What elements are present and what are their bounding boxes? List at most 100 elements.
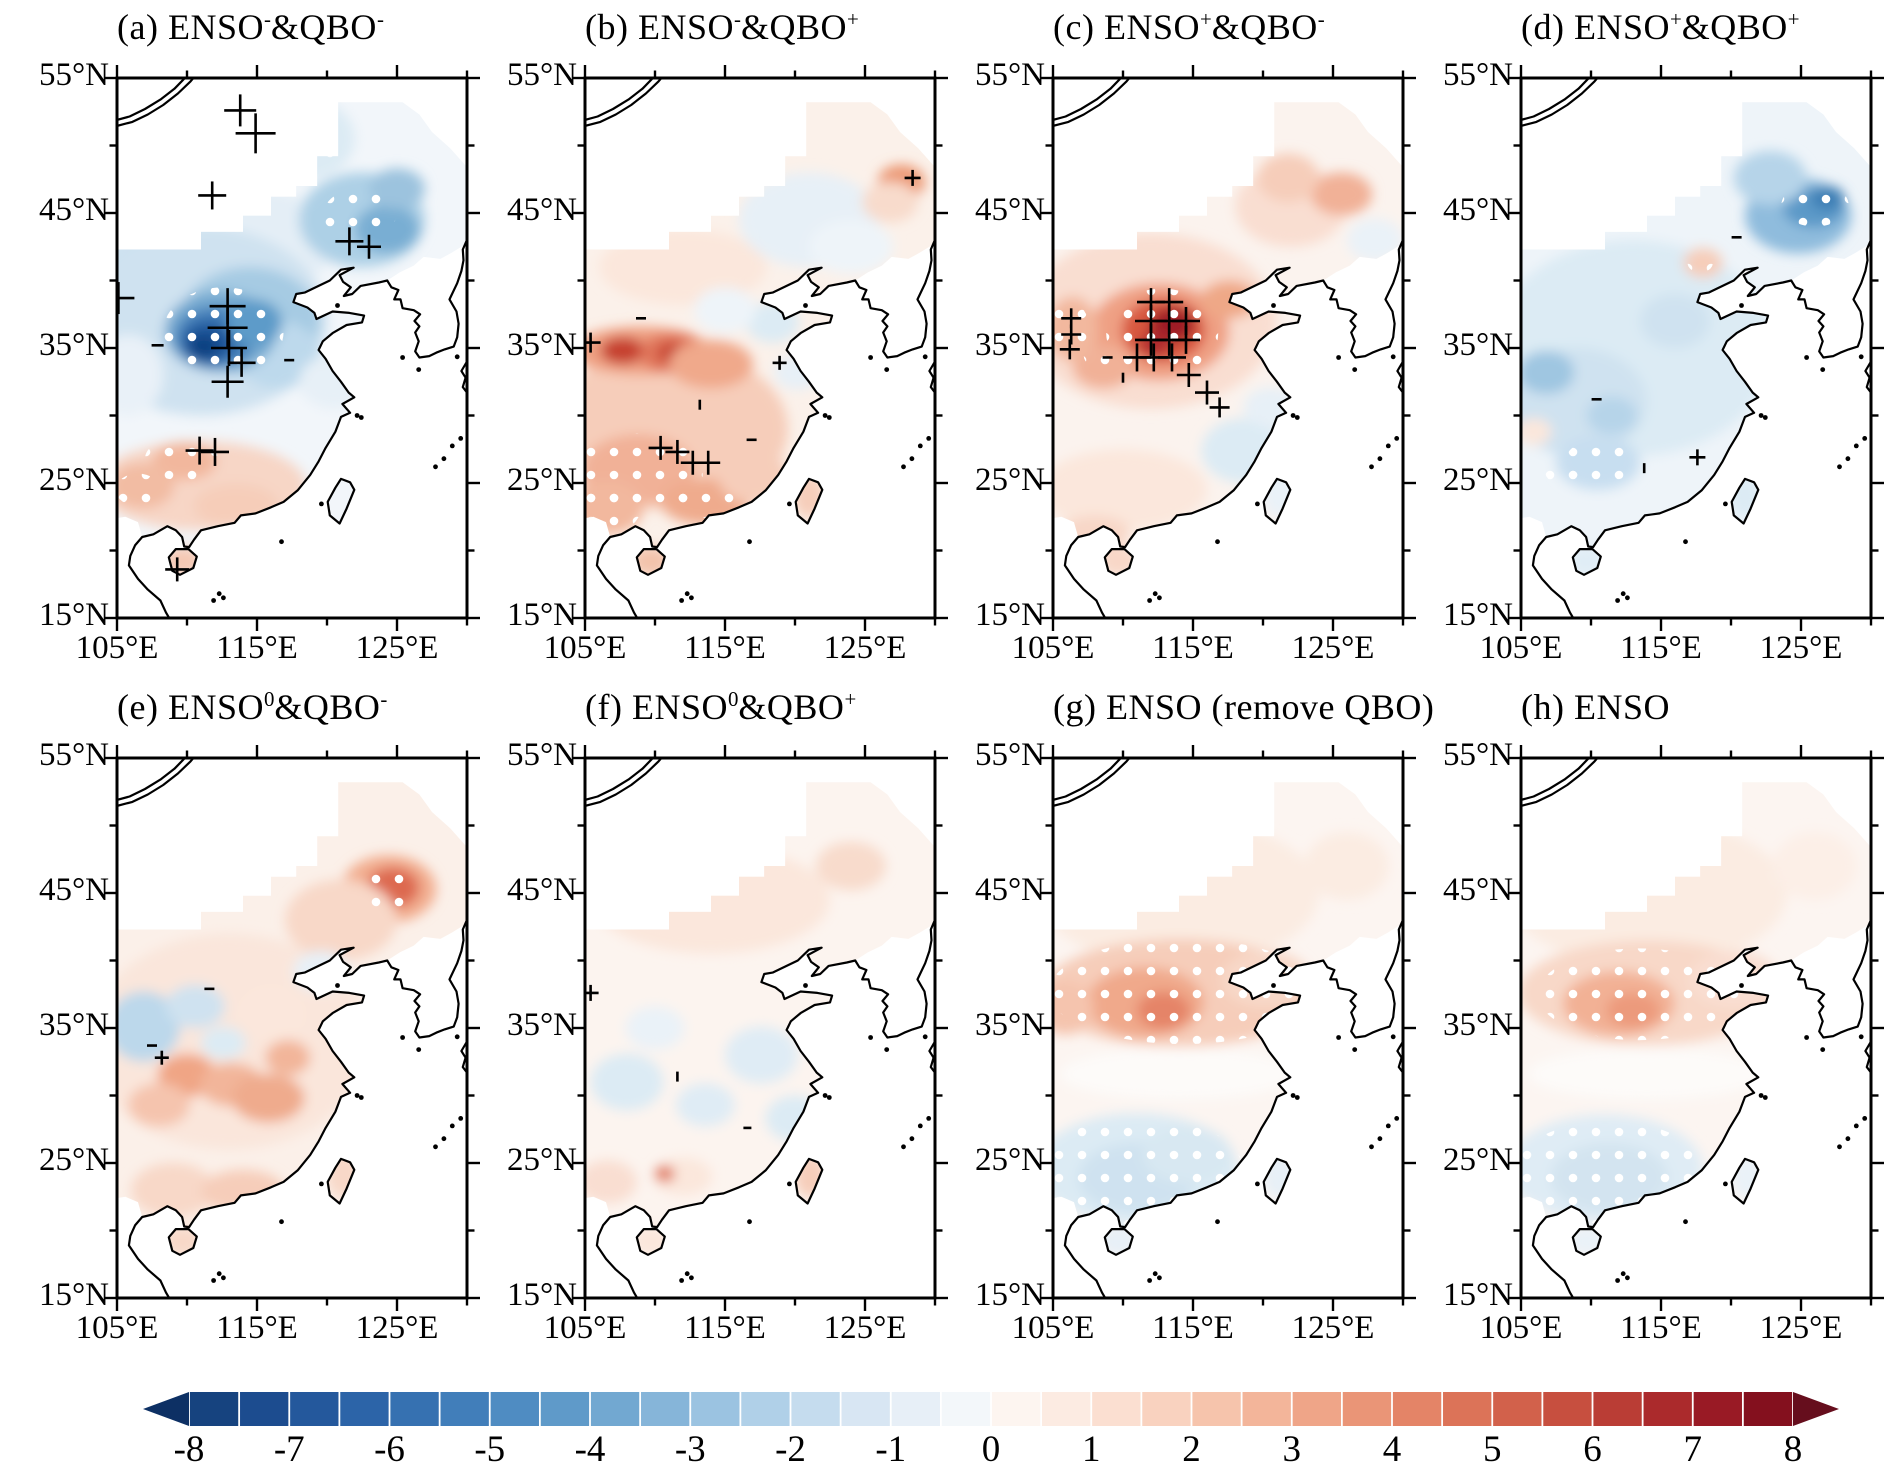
lon-tick-label: 105°E xyxy=(1479,1310,1563,1346)
lat-tick-label: 15°N xyxy=(506,597,577,633)
lat-tick-label: 25°N xyxy=(1442,462,1513,498)
lat-tick-label: 45°N xyxy=(506,872,577,908)
lon-tick-label: 105°E xyxy=(1011,630,1095,666)
anomaly-field xyxy=(585,102,935,575)
coastline xyxy=(117,758,467,1298)
stipple-significance xyxy=(585,480,642,535)
lat-tick-label: 15°N xyxy=(38,597,109,633)
stipple-significance xyxy=(117,473,161,506)
panel-map-h xyxy=(1508,745,1884,1311)
colorbar-cell xyxy=(1042,1392,1091,1426)
panel-map-e xyxy=(104,745,480,1311)
colorbar-cell xyxy=(791,1392,840,1426)
colorbar-cell xyxy=(290,1392,339,1426)
panel-title-a: (a) ENSO-&QBO- xyxy=(117,6,384,48)
colorbar-tick-label: -8 xyxy=(173,1429,205,1470)
colorbar-tick-label: -1 xyxy=(875,1429,907,1470)
stipple-significance xyxy=(163,287,284,377)
lat-tick-label: 55°N xyxy=(506,57,577,93)
lon-tick-label: 105°E xyxy=(75,1310,159,1346)
lat-tick-label: 45°N xyxy=(506,192,577,228)
colorbar-cell xyxy=(891,1392,940,1426)
lat-tick-label: 35°N xyxy=(38,1007,109,1043)
panel-map-a xyxy=(104,65,480,631)
stipple-significance xyxy=(145,437,218,481)
coastline xyxy=(1521,758,1871,1298)
axis-ticks xyxy=(572,745,948,1311)
lat-tick-label: 45°N xyxy=(1442,872,1513,908)
coastline xyxy=(1053,758,1403,1298)
title-text: (g) ENSO (remove QBO) xyxy=(1053,687,1435,727)
title-text: (h) ENSO xyxy=(1521,687,1670,727)
stipple-significance xyxy=(1687,253,1713,273)
colorbar-cell xyxy=(1693,1392,1742,1426)
colorbar-cell xyxy=(841,1392,890,1426)
lat-tick-label: 25°N xyxy=(1442,1142,1513,1178)
lat-tick-label: 25°N xyxy=(38,1142,109,1178)
hatch-marks xyxy=(585,169,921,475)
colorbar-right-arrow-icon xyxy=(1793,1392,1839,1426)
lat-tick-label: 35°N xyxy=(1442,1007,1513,1043)
lat-tick-label: 35°N xyxy=(506,327,577,363)
lon-tick-label: 125°E xyxy=(355,1310,439,1346)
lat-tick-label: 15°N xyxy=(1442,1277,1513,1313)
colorbar-tick-label: 7 xyxy=(1683,1429,1703,1470)
stipple-significance xyxy=(362,868,418,910)
lat-tick-label: 15°N xyxy=(1442,597,1513,633)
panel-map-d xyxy=(1508,65,1884,631)
title-superscript: - xyxy=(380,687,388,711)
coastline xyxy=(1521,78,1871,618)
lat-tick-label: 55°N xyxy=(38,737,109,773)
lat-tick-label: 35°N xyxy=(974,327,1045,363)
colorbar-cell xyxy=(1092,1392,1141,1426)
colorbar-tick-label: -5 xyxy=(474,1429,506,1470)
colorbar-cell xyxy=(490,1392,539,1426)
title-superscript: - xyxy=(1317,7,1325,31)
lat-tick-label: 55°N xyxy=(1442,57,1513,93)
colorbar-cell xyxy=(1292,1392,1341,1426)
hatch-marks xyxy=(147,987,215,1065)
colorbar-tick-label: 1 xyxy=(1082,1429,1101,1470)
colorbar-cell xyxy=(189,1392,239,1426)
lon-tick-label: 115°E xyxy=(684,1310,766,1346)
lon-tick-label: 105°E xyxy=(75,630,159,666)
stipple-significance xyxy=(1053,302,1090,357)
lat-tick-label: 35°N xyxy=(38,327,109,363)
title-text: &QBO xyxy=(1681,7,1788,47)
colorbar-tick-label: 2 xyxy=(1182,1429,1201,1470)
anomaly-field xyxy=(117,782,467,1255)
coastline xyxy=(1053,78,1403,618)
coastline xyxy=(585,78,935,618)
panel-title-g: (g) ENSO (remove QBO) xyxy=(1053,686,1434,728)
stipple-significance xyxy=(322,188,396,243)
lon-tick-label: 115°E xyxy=(216,1310,298,1346)
colorbar-cell xyxy=(1593,1392,1642,1426)
anomaly-field xyxy=(1521,782,1871,1255)
anomaly-field xyxy=(117,102,467,575)
title-text: &QBO xyxy=(740,7,847,47)
panel-title-h: (h) ENSO xyxy=(1521,686,1670,728)
panel-title-c: (c) ENSO+&QBO- xyxy=(1053,6,1325,48)
colorbar-tick-label: 4 xyxy=(1382,1429,1402,1470)
lat-tick-label: 15°N xyxy=(974,1277,1045,1313)
stipple-significance xyxy=(669,480,742,519)
title-text: &QBO xyxy=(274,687,381,727)
lat-tick-label: 15°N xyxy=(974,597,1045,633)
stipple-significance xyxy=(1537,948,1740,1041)
axis-ticks xyxy=(104,745,480,1311)
colorbar-tick-label: -2 xyxy=(775,1429,806,1470)
panel-title-e: (e) ENSO0&QBO- xyxy=(117,686,387,728)
lat-tick-label: 45°N xyxy=(974,192,1045,228)
lat-tick-label: 25°N xyxy=(974,462,1045,498)
colorbar-cell xyxy=(1743,1392,1793,1426)
anomaly-field xyxy=(585,782,935,1255)
colorbar-cell xyxy=(741,1392,790,1426)
colorbar-cell xyxy=(1543,1392,1592,1426)
lon-tick-label: 125°E xyxy=(1291,630,1375,666)
lon-tick-label: 115°E xyxy=(216,630,298,666)
title-text: &QBO xyxy=(270,7,377,47)
anomaly-field xyxy=(1053,782,1403,1255)
hatch-marks xyxy=(1059,288,1230,418)
colorbar-tick-label: 0 xyxy=(981,1429,1001,1470)
lat-tick-label: 55°N xyxy=(506,737,577,773)
